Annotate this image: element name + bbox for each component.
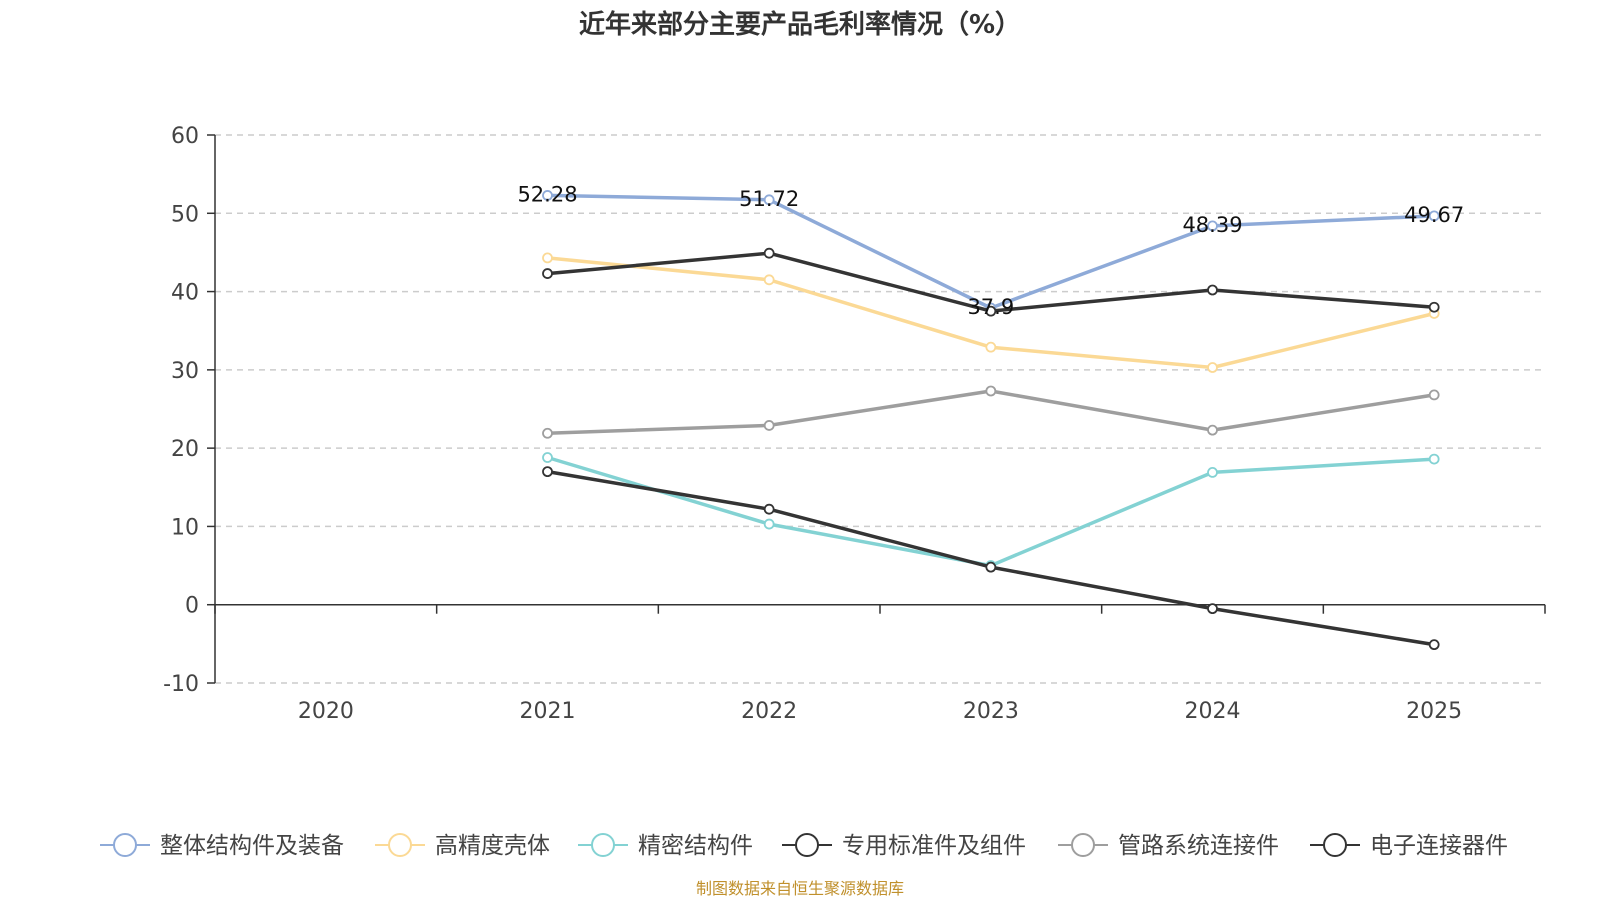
- data-point: [1207, 362, 1218, 373]
- y-tick-label: 60: [171, 124, 199, 149]
- data-point: [985, 561, 997, 573]
- y-tick-label: 30: [171, 359, 199, 384]
- data-point: [1207, 284, 1218, 296]
- y-tick-label: -10: [163, 672, 199, 697]
- legend[interactable]: 整体结构件及装备 高精度壳体 精密结构件 专用标准件及组件 管路系统连接件 电子连接器件: [100, 833, 1508, 859]
- data-point: [542, 252, 553, 264]
- data-point: [1428, 639, 1440, 651]
- data-point: [763, 194, 775, 206]
- legend-item-3[interactable]: 专用标准件及组件: [782, 833, 1026, 859]
- legend-item-2[interactable]: 精密结构件: [578, 833, 753, 859]
- data-label: 49.67: [1404, 203, 1464, 227]
- x-tick-label: 2023: [963, 699, 1019, 724]
- data-point: [763, 274, 775, 286]
- legend-label: 专用标准件及组件: [842, 833, 1026, 859]
- y-tick-label: 10: [171, 515, 199, 540]
- data-point: [542, 452, 553, 463]
- legend-item-4[interactable]: 管路系统连接件: [1058, 833, 1279, 859]
- data-point: [1207, 424, 1218, 436]
- axes: -10 0 10 20 30 40 50 60 2020 2021 2022 2023 2024 2025: [163, 124, 1546, 724]
- chart-title: 近年来部分主要产品毛利率情况（%）: [578, 10, 1022, 40]
- y-tick-label: 0: [185, 594, 199, 619]
- legend-item-5[interactable]: 电子连接器件: [1310, 833, 1508, 859]
- source-note: 制图数据来自恒生聚源数据库: [695, 879, 904, 898]
- data-label: 52.28: [517, 182, 577, 206]
- y-tick-label: 40: [171, 281, 199, 306]
- data-point: [1428, 210, 1440, 222]
- data-point: [985, 305, 997, 317]
- data-label: 51.72: [739, 187, 799, 211]
- legend-label: 整体结构件及装备: [160, 833, 344, 859]
- data-point: [763, 247, 775, 259]
- data-point: [1428, 389, 1440, 401]
- data-point: [1428, 301, 1440, 313]
- legend-label: 管路系统连接件: [1118, 833, 1279, 859]
- series-lines: [542, 190, 1440, 651]
- data-point: [763, 503, 775, 515]
- legend-item-1[interactable]: 高精度壳体: [375, 833, 550, 859]
- data-point: [542, 190, 553, 201]
- x-tick-label: 2022: [741, 699, 797, 724]
- legend-label: 高精度壳体: [435, 833, 550, 859]
- data-label: 37.9: [967, 295, 1014, 319]
- legend-item-0[interactable]: 整体结构件及装备: [100, 833, 344, 859]
- legend-marker: [113, 833, 137, 857]
- legend-marker: [388, 833, 412, 857]
- data-label: 48.39: [1182, 213, 1242, 237]
- data-point: [1207, 220, 1218, 232]
- x-tick-label: 2025: [1406, 699, 1462, 724]
- legend-marker: [795, 833, 819, 857]
- legend-marker: [1323, 833, 1347, 857]
- data-point: [985, 385, 997, 397]
- legend-label: 电子连接器件: [1370, 833, 1508, 859]
- x-tick-label: 2021: [520, 699, 576, 724]
- data-point: [1207, 467, 1218, 478]
- x-tick-label: 2020: [298, 699, 354, 724]
- data-point: [985, 341, 997, 353]
- data-point: [542, 427, 553, 439]
- series-line-4: [547, 389, 1435, 436]
- legend-marker: [1071, 833, 1095, 857]
- data-point: [763, 420, 775, 431]
- data-point: [542, 466, 553, 478]
- legend-label: 精密结构件: [638, 833, 753, 859]
- data-point: [1207, 603, 1218, 615]
- series-line-2: [546, 455, 1435, 568]
- data-point: [763, 518, 775, 530]
- data-point: [1428, 453, 1440, 465]
- data-labels: 52.28 51.72 37.9 48.39 49.67: [517, 182, 1464, 319]
- legend-marker: [591, 833, 615, 857]
- data-point: [542, 268, 553, 279]
- grid-lines: [215, 134, 1545, 684]
- x-tick-label: 2024: [1185, 699, 1241, 724]
- y-tick-label: 20: [171, 437, 199, 462]
- y-tick-label: 50: [171, 202, 199, 227]
